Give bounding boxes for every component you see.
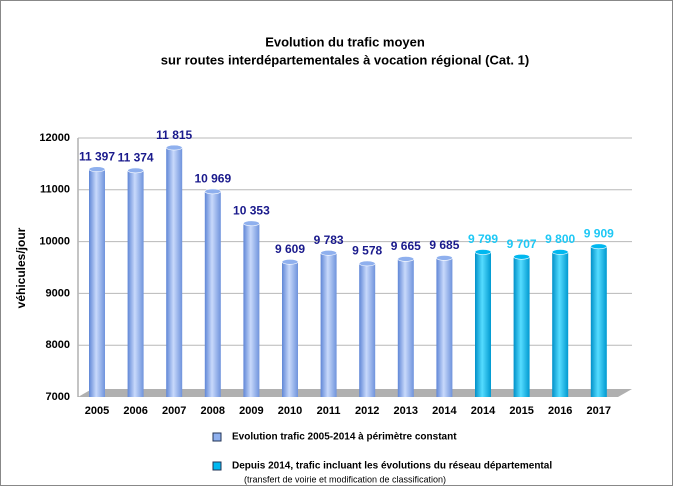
value-label: 11 397 (79, 149, 115, 163)
x-tick-label: 2016 (548, 405, 572, 417)
value-label: 9 665 (391, 239, 421, 253)
x-tick-label: 2013 (394, 405, 418, 417)
chart-subtitle: sur routes interdépartementales à vocati… (161, 52, 529, 67)
bar-cap (358, 260, 376, 267)
value-label: 9 800 (545, 232, 575, 246)
bar (89, 169, 105, 397)
value-label: 11 374 (118, 151, 154, 165)
bar (282, 261, 298, 397)
bar (436, 257, 453, 397)
y-axis-label: véhicules/jour (14, 227, 28, 308)
bar-cap (165, 144, 183, 151)
legend-label: Depuis 2014, trafic incluant les évoluti… (232, 461, 552, 472)
y-tick-label: 10000 (39, 236, 70, 248)
legend-swatch (212, 432, 222, 442)
floor (78, 389, 632, 397)
x-tick-label: 2011 (317, 405, 341, 417)
bar-cap (243, 220, 260, 227)
y-tick-label: 7000 (46, 391, 70, 403)
value-label: 9 609 (275, 242, 305, 256)
y-tick-label: 9000 (46, 287, 70, 299)
bar-cap (436, 255, 453, 261)
bar-cap (204, 188, 222, 195)
bar-cap (513, 253, 530, 260)
y-tick-label: 11000 (40, 184, 70, 196)
x-tick-label: 2014 (471, 405, 496, 417)
value-label: 9 578 (352, 244, 382, 258)
value-label: 10 353 (233, 203, 270, 217)
bar (552, 251, 569, 397)
value-label: 9 909 (584, 226, 614, 240)
x-tick-label: 2014 (432, 405, 457, 417)
bar (166, 147, 183, 397)
x-tick-label: 2006 (123, 405, 147, 417)
value-label: 9 685 (429, 238, 459, 252)
x-tick-label: 2005 (85, 405, 109, 417)
chart-title: Evolution du trafic moyen (265, 34, 425, 49)
bar-cap (590, 243, 608, 250)
bar-cap (281, 259, 299, 265)
y-tick-label: 8000 (46, 339, 70, 351)
x-tick-label: 2012 (355, 405, 379, 417)
bar-cap (397, 256, 415, 262)
value-label: 9 707 (507, 237, 537, 251)
legend-label: Evolution trafic 2005-2014 à périmètre c… (232, 432, 457, 443)
bar (204, 191, 221, 397)
legend-note: (transfert de voirie et modification de … (244, 474, 446, 484)
bar (359, 263, 376, 397)
value-label: 11 815 (156, 128, 192, 142)
bar-cap (474, 249, 492, 255)
x-tick-label: 2010 (278, 405, 302, 417)
bar (127, 170, 144, 397)
bar (320, 252, 337, 397)
bar (243, 223, 260, 397)
value-label: 9 783 (314, 233, 344, 247)
legend-swatch (212, 461, 222, 471)
x-tick-label: 2009 (239, 405, 263, 417)
value-label: 10 969 (194, 172, 231, 186)
y-tick-label: 12000 (39, 132, 70, 144)
bar-cap (551, 249, 569, 255)
x-tick-label: 2008 (201, 405, 225, 417)
bar-cap (320, 250, 337, 256)
bar (513, 256, 530, 397)
x-tick-label: 2015 (509, 405, 533, 417)
x-tick-label: 2017 (587, 405, 611, 417)
bar (475, 252, 491, 397)
bar (397, 258, 414, 397)
x-tick-label: 2007 (162, 405, 186, 417)
bar-cap (127, 167, 144, 174)
bar (590, 246, 607, 397)
value-label: 9 799 (468, 232, 498, 246)
bar-cap (88, 166, 106, 173)
